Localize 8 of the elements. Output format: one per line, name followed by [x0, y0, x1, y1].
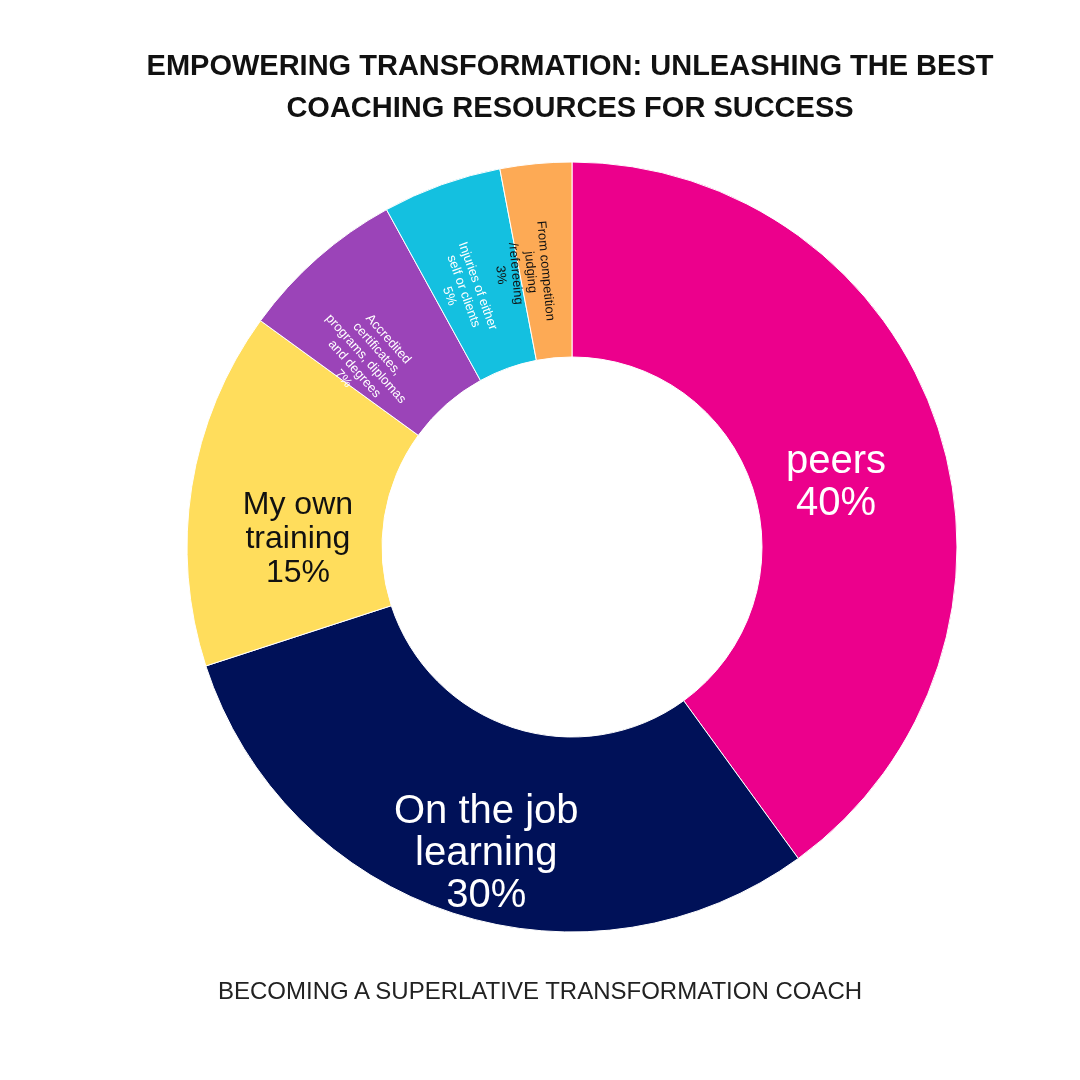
data-label: 15%	[265, 552, 330, 589]
data-label: 30%	[446, 870, 527, 915]
chart-title: EMPOWERING TRANSFORMATION: UNLEASHING THE BEST COACHING RESOURCES FOR SUCCESS	[146, 49, 994, 123]
slice-label: On the job learning	[393, 786, 579, 873]
slice-label: My own training	[242, 484, 354, 555]
text: BECOMING A SUPERLATIVE TRANSFORMATION COACH	[217, 977, 863, 1004]
data-label: 40%	[795, 479, 876, 524]
slice-label: peers	[785, 437, 886, 482]
